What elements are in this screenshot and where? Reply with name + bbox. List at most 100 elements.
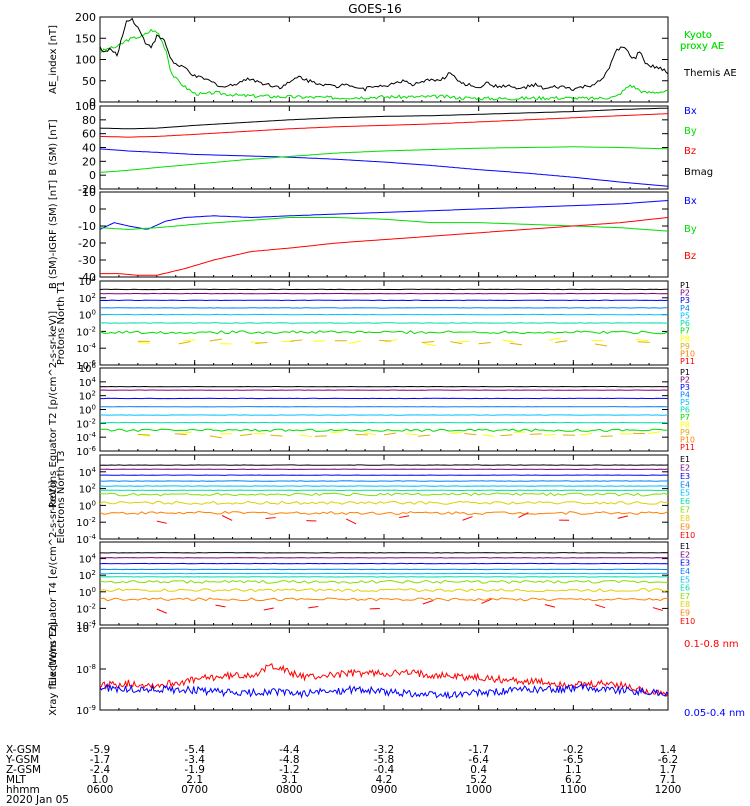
series-segment — [638, 342, 650, 343]
y-tick-label: 10-6 — [76, 445, 96, 458]
series-line — [100, 581, 668, 584]
y-tick-label: 100 — [79, 309, 96, 322]
legend-entry: Themis AE — [683, 68, 737, 79]
series-segment — [308, 606, 318, 607]
panel-frame — [100, 106, 668, 189]
y-tick-label: 50 — [82, 75, 96, 88]
series-segment — [179, 341, 191, 343]
panel-frame — [100, 368, 668, 451]
series-segment — [264, 608, 274, 610]
y-tick-label: 104 — [79, 376, 97, 389]
legend-entry: E10 — [680, 617, 695, 626]
y-tick-label: 106 — [79, 362, 97, 375]
series-segment — [266, 518, 276, 519]
series-segment — [222, 515, 232, 520]
series-segment — [544, 434, 556, 435]
y-tick-label: 100 — [79, 404, 96, 417]
y-tick-label: 104 — [79, 466, 97, 479]
y-tick-label: 10-2 — [76, 516, 96, 529]
series-segment — [300, 435, 312, 437]
y-tick-label: 102 — [79, 390, 96, 403]
series-line — [100, 218, 668, 232]
ephemeris-value: 1000 — [459, 785, 499, 795]
series-segment — [210, 436, 222, 438]
ephemeris-value: 0900 — [364, 785, 404, 795]
series-segment — [384, 433, 396, 435]
series-segment — [406, 434, 418, 435]
series-segment — [580, 434, 592, 435]
y-tick-label: 10-2 — [76, 417, 96, 430]
series-segment — [215, 605, 225, 607]
y-tick-label: 102 — [79, 483, 96, 496]
y-tick-label: -20 — [78, 237, 96, 250]
series-segment — [479, 343, 491, 344]
series-segment — [545, 605, 555, 608]
y-tick-label: 104 — [79, 553, 97, 566]
y-tick-label: 0 — [89, 169, 96, 182]
ephemeris-value: 0600 — [80, 785, 120, 795]
y-tick-label: 100 — [75, 54, 96, 67]
y-tick-label: 0 — [89, 203, 96, 216]
y-tick-label: 102 — [79, 292, 96, 305]
y-tick-label: 104 — [79, 275, 97, 288]
series-segment — [463, 517, 473, 521]
legend-entry: By — [684, 126, 697, 137]
series-line — [100, 589, 668, 592]
panel-frame — [100, 455, 668, 539]
legend-entry: Bx — [684, 106, 697, 117]
series-segment — [464, 433, 476, 434]
legend-entry: P11 — [680, 357, 695, 366]
series-segment — [595, 605, 605, 608]
series-segment — [270, 435, 282, 436]
y-tick-label: 100 — [79, 586, 96, 599]
series-line — [100, 429, 668, 431]
legend-entry: Bz — [684, 251, 696, 262]
chart-title: GOES-16 — [348, 2, 402, 16]
series-segment — [315, 436, 327, 437]
series-segment — [510, 343, 522, 345]
series-line — [100, 598, 668, 601]
panel-frame — [100, 628, 668, 710]
series-segment — [653, 608, 663, 611]
legend-entry: Bmag — [684, 167, 713, 178]
ephemeris-value: 0800 — [269, 785, 309, 795]
y-tick-label: 10-7 — [76, 622, 96, 635]
series-segment — [555, 341, 567, 343]
series-segment — [636, 340, 648, 341]
series-line — [100, 114, 668, 138]
series-segment — [180, 432, 192, 434]
y-tick-label: 10-8 — [76, 663, 96, 676]
y-tick-label: 200 — [75, 11, 96, 24]
y-tick-label: 100 — [79, 499, 96, 512]
panel-frame — [100, 192, 668, 277]
ephemeris-date: 2020 Jan 05 — [6, 795, 69, 805]
series-segment — [418, 435, 430, 436]
series-line — [100, 30, 668, 100]
y-tick-label: 10-4 — [76, 431, 96, 444]
series-segment — [399, 516, 409, 518]
y-axis-label: B (SM) [nT] — [48, 119, 59, 175]
series-segment — [422, 342, 434, 343]
y-axis-label: AE_index [nT] — [48, 25, 59, 94]
series-segment — [240, 434, 252, 435]
series-segment — [423, 601, 433, 604]
y-tick-label: 10-4 — [76, 533, 96, 546]
series-segment — [290, 340, 302, 341]
legend-entry: Bz — [684, 146, 696, 157]
series-line — [100, 331, 668, 334]
y-tick-label: 10 — [82, 186, 96, 199]
series-segment — [502, 340, 514, 342]
y-tick-label: 60 — [82, 128, 96, 141]
series-line — [100, 19, 668, 91]
series-line — [100, 147, 668, 173]
y-tick-label: 10-4 — [76, 342, 96, 355]
series-segment — [175, 434, 187, 435]
series-segment — [549, 338, 561, 340]
legend-entry: Bx — [684, 196, 697, 207]
ephemeris-value: 0700 — [175, 785, 215, 795]
y-axis-label: B (SM)-IGRF (SM) [nT] — [48, 180, 59, 289]
legend-entry: E10 — [680, 531, 695, 540]
